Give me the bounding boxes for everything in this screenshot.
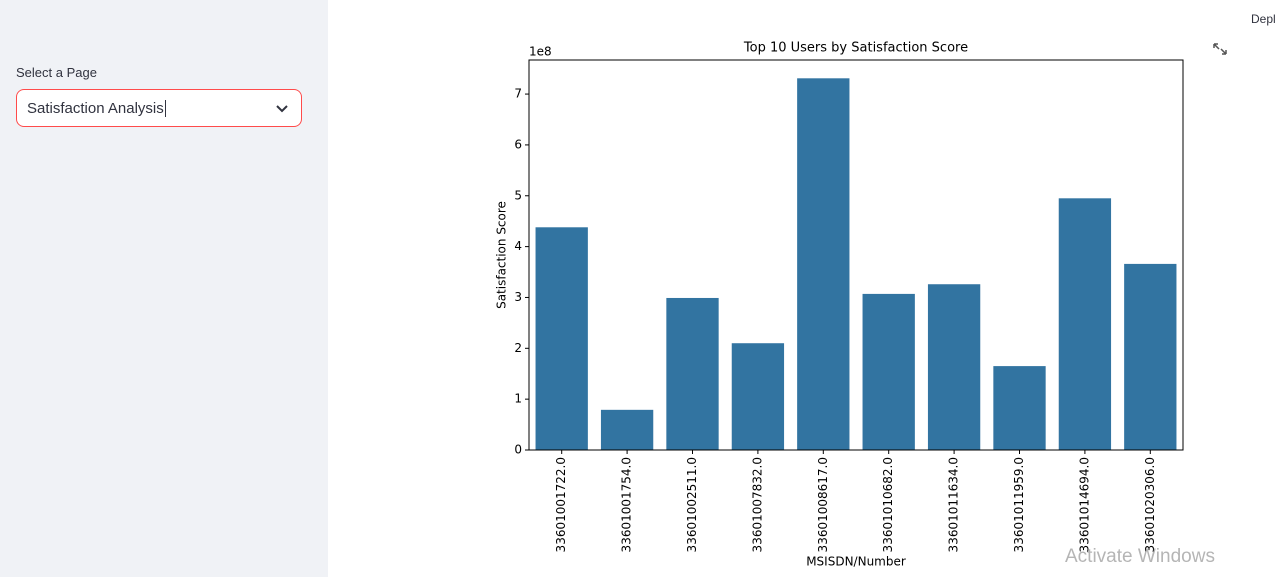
select-label: Select a Page <box>16 65 97 80</box>
chevron-icon <box>276 105 288 113</box>
y-tick-label: 2 <box>514 341 522 355</box>
x-tick-label: 33601020306.0 <box>1143 457 1157 552</box>
bar <box>666 297 719 450</box>
bar <box>1124 263 1177 450</box>
y-axis-label: Satisfaction Score <box>495 201 509 309</box>
x-tick-label: 33601011634.0 <box>947 457 961 552</box>
bar <box>600 409 654 450</box>
chart-title: Top 10 Users by Satisfaction Score <box>743 41 968 56</box>
x-axis-label: MSISDN/Number <box>806 555 906 569</box>
select-value: Satisfaction Analysis <box>27 100 166 117</box>
x-tick-label: 33601014694.0 <box>1077 457 1091 552</box>
x-tick-label: 33601010682.0 <box>881 457 895 552</box>
bar <box>1058 198 1112 450</box>
axes-frame <box>528 59 1184 451</box>
y-tick-label: 1 <box>514 392 522 406</box>
x-tick-label: 33601001754.0 <box>620 457 634 552</box>
y-tick-label: 6 <box>514 137 522 151</box>
x-tick-label: 33601001722.0 <box>554 457 568 552</box>
y-tick-label: 3 <box>514 290 522 304</box>
fullscreen-icon[interactable] <box>1213 43 1227 55</box>
bar <box>731 343 785 450</box>
windows-watermark: Activate Windows <box>1065 546 1215 567</box>
bar <box>797 78 850 450</box>
y-tick-label: 5 <box>514 188 522 202</box>
bar <box>862 293 915 450</box>
y-tick-label: 7 <box>514 87 522 101</box>
bar <box>927 284 981 450</box>
bar <box>535 227 588 450</box>
page-select[interactable]: Satisfaction Analysis <box>16 89 302 127</box>
deploy-button[interactable]: Depl <box>1251 12 1276 26</box>
y-tick-label: 0 <box>514 443 522 457</box>
y-tick-label: 4 <box>514 239 522 253</box>
x-tick-label: 33601002511.0 <box>685 457 699 552</box>
x-tick-label: 33601008617.0 <box>816 457 830 552</box>
bar <box>993 366 1046 450</box>
y-offset-label: 1e8 <box>529 45 552 59</box>
x-tick-label: 33601007832.0 <box>750 457 764 552</box>
x-tick-label: 33601011959.0 <box>1012 457 1026 552</box>
sidebar: Select a Page Satisfaction Analysis <box>0 0 328 577</box>
